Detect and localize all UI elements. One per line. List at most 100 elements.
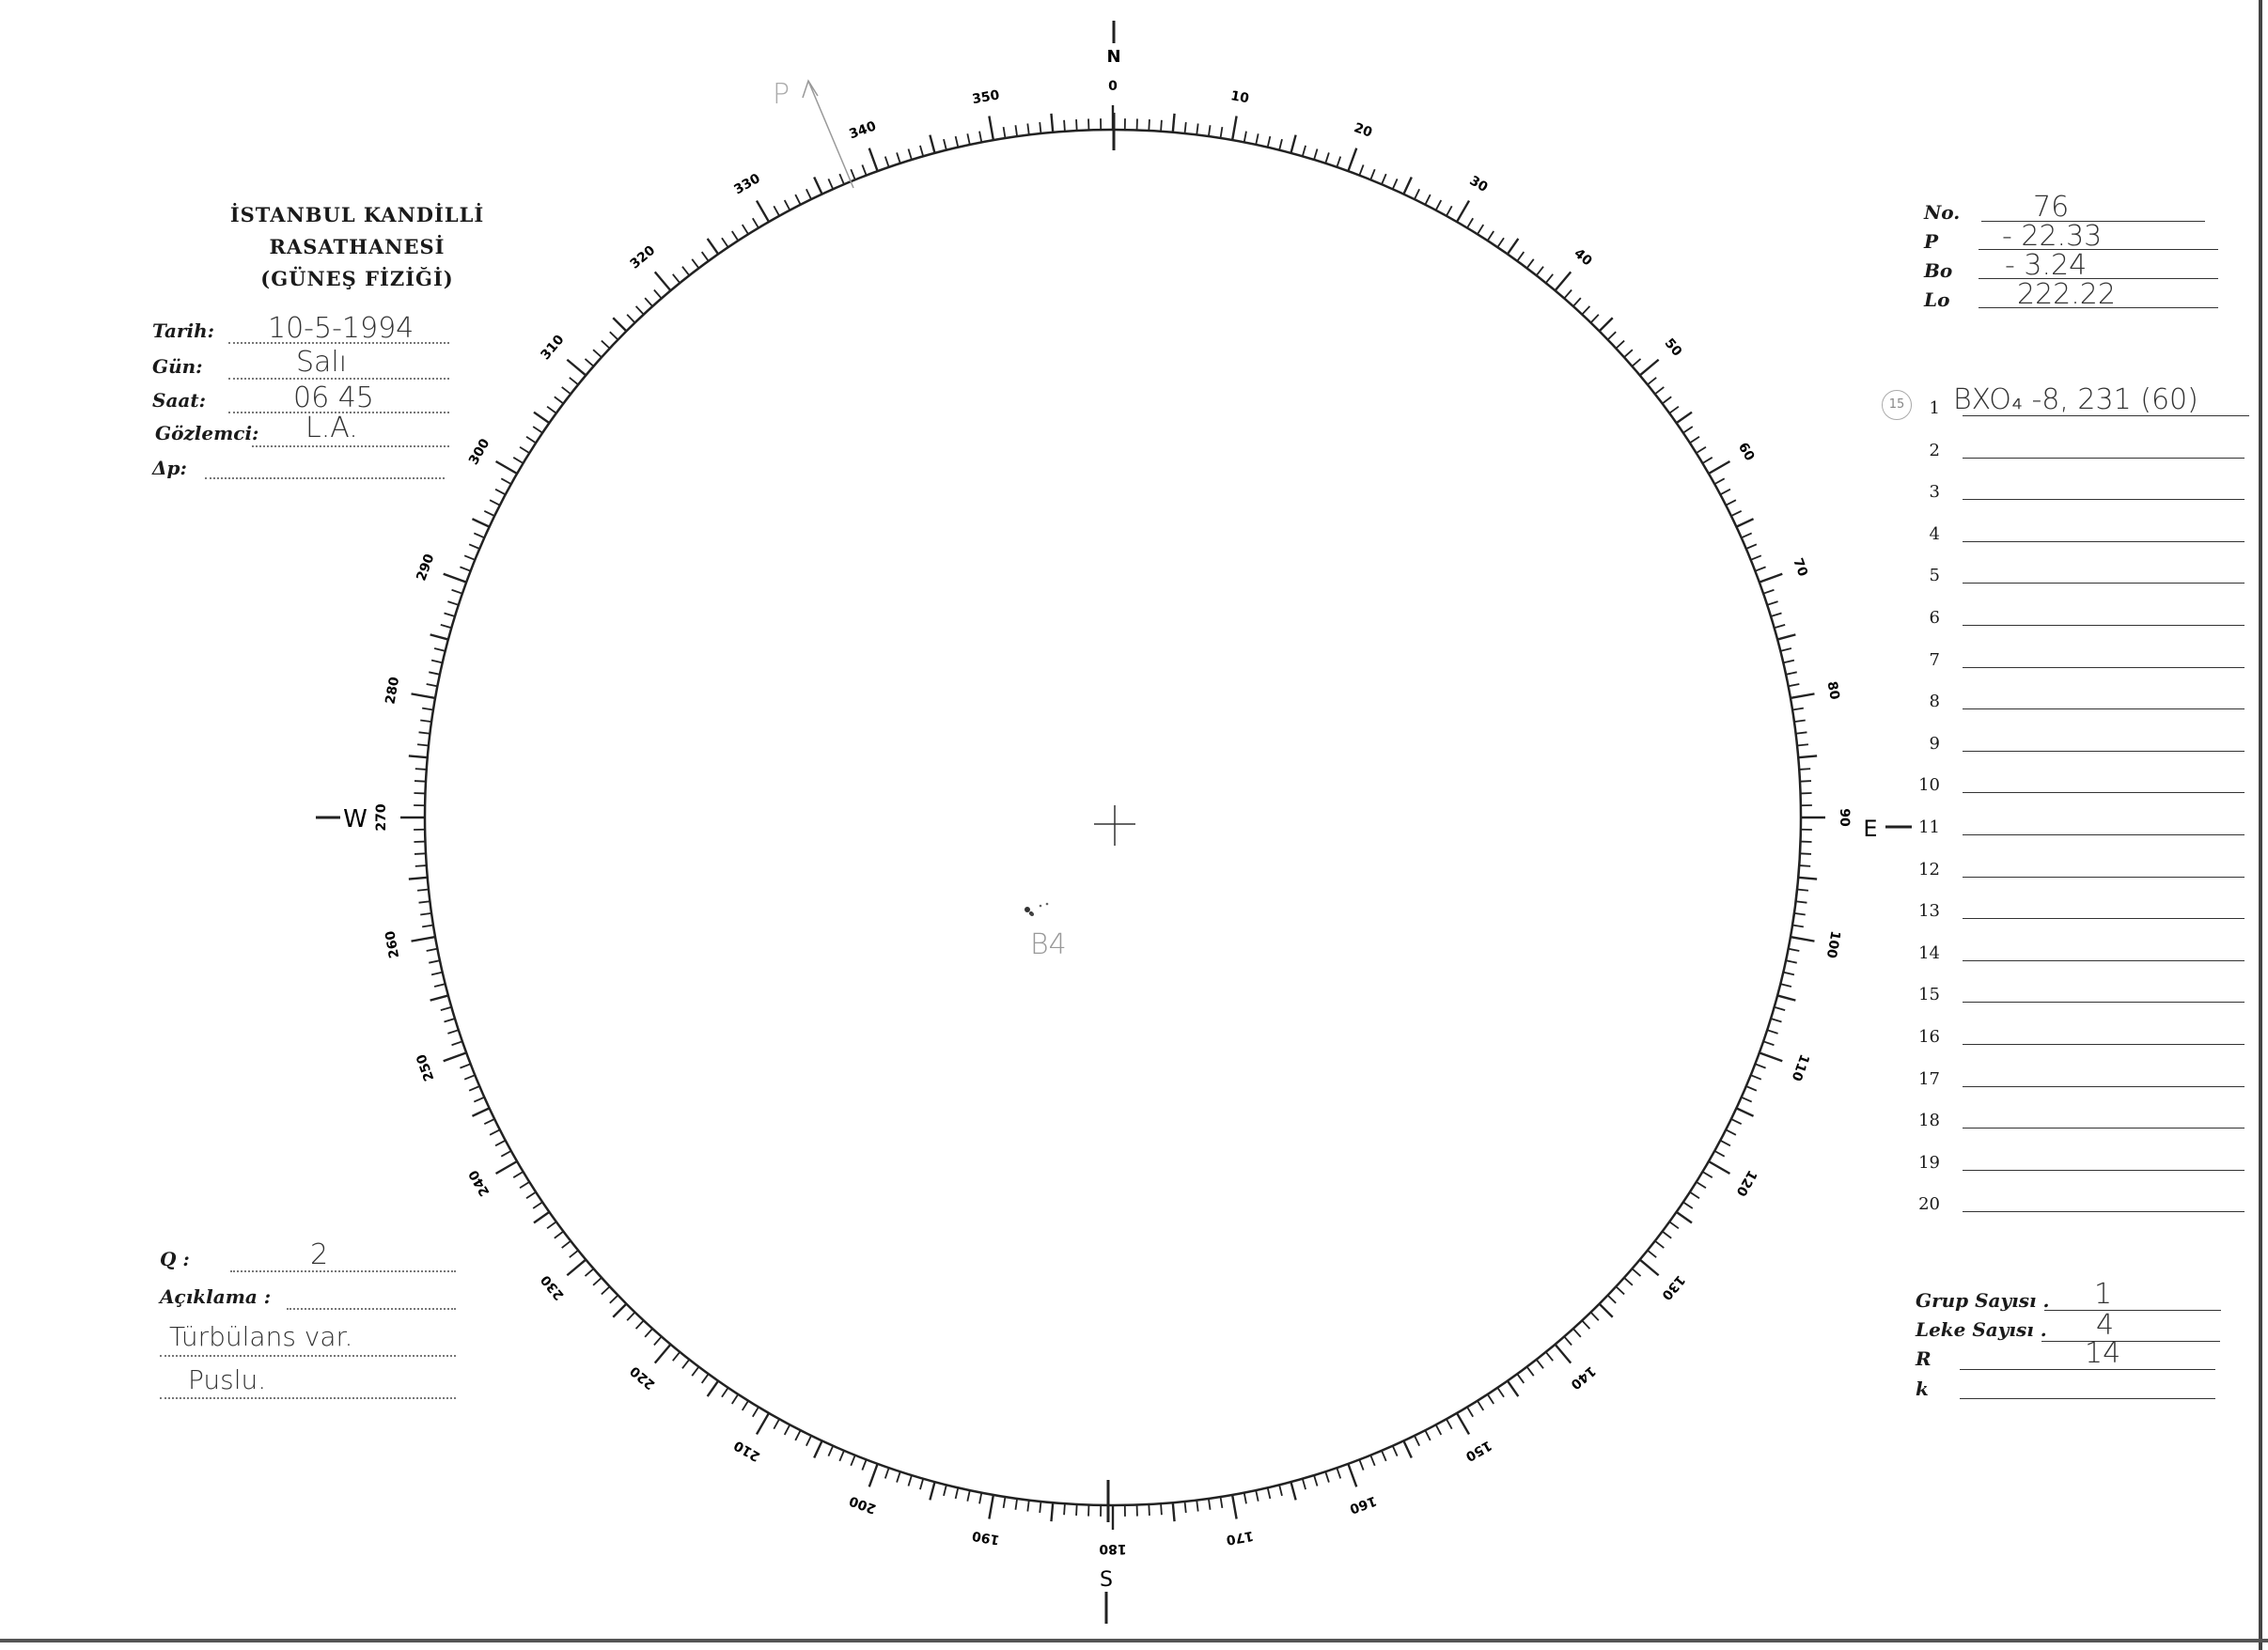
- scale-tick: [653, 271, 672, 292]
- scale-tick: [420, 719, 432, 724]
- group-row-line[interactable]: [1963, 959, 2245, 961]
- scale-tick: [755, 199, 771, 223]
- scale-tick: [773, 1418, 780, 1430]
- scale-tick: [1075, 118, 1078, 132]
- grup-sayisi-value[interactable]: 1: [2094, 1278, 2113, 1311]
- scale-tick: [460, 1063, 471, 1069]
- field-value-gun[interactable]: Salı: [296, 346, 348, 379]
- scale-tick: [1381, 173, 1387, 185]
- scale-tick: [813, 176, 823, 195]
- scale-tick: [634, 305, 645, 316]
- group-row-line[interactable]: [1963, 708, 2245, 710]
- scale-tick: [1615, 1285, 1625, 1296]
- scale-tick: [1766, 1029, 1778, 1035]
- group-row-line[interactable]: [1963, 1044, 2245, 1045]
- group-row-line[interactable]: [1963, 540, 2245, 542]
- note-text-1[interactable]: Türbülans var.: [169, 1321, 353, 1352]
- scale-tick: [1589, 314, 1600, 324]
- group-row-line[interactable]: [1963, 834, 2245, 835]
- scale-tick: [1554, 271, 1572, 292]
- scale-tick: [1662, 396, 1672, 405]
- scale-tick: [1243, 1492, 1247, 1504]
- scale-tick: [1774, 624, 1786, 630]
- group-row-line[interactable]: [1963, 1002, 2245, 1004]
- scale-tick: [1589, 1311, 1600, 1321]
- scale-tick: [884, 156, 890, 168]
- scale-tick: [584, 358, 595, 367]
- field-value-gozlemci[interactable]: L.A.: [305, 412, 358, 444]
- scale-tick: [838, 173, 845, 185]
- scale-tick: [447, 600, 460, 606]
- q-value[interactable]: 2: [310, 1238, 329, 1271]
- scale-tick: [1755, 1063, 1766, 1069]
- scale-label: 200: [847, 1492, 878, 1516]
- scale-tick: [813, 1440, 823, 1459]
- scale-tick: [1623, 349, 1634, 358]
- north-letter: N: [1106, 47, 1120, 67]
- field-value-p[interactable]: - 22.33: [2002, 220, 2103, 253]
- scale-tick: [1776, 633, 1796, 641]
- group-row-line[interactable]: [1963, 1085, 2245, 1087]
- field-value-tarih[interactable]: 10-5-1994: [268, 312, 414, 345]
- scale-tick: [1014, 125, 1019, 137]
- scale-tick: [1745, 1085, 1758, 1092]
- group-row-number: 1: [1929, 398, 1940, 418]
- scale-tick: [1735, 1107, 1755, 1117]
- group-row-1-entry[interactable]: BXO₄ -8, 231 (60): [1953, 383, 2198, 416]
- group-row-line[interactable]: [1963, 415, 2249, 416]
- p-axis-arrowhead: [802, 79, 819, 99]
- group-row-line[interactable]: [1963, 625, 2245, 626]
- field-value-saat[interactable]: 06 45: [293, 381, 374, 414]
- scale-label: 160: [1347, 1493, 1378, 1517]
- group-row-line[interactable]: [1963, 918, 2245, 920]
- q-label: Q :: [160, 1248, 190, 1270]
- scale-tick: [1324, 1471, 1330, 1483]
- scale-tick: [1615, 339, 1625, 350]
- group-row-line[interactable]: [1963, 1128, 2245, 1129]
- scale-tick: [1708, 1160, 1731, 1175]
- field-label-tarih: Tarih:: [152, 319, 214, 342]
- scale-tick: [850, 168, 856, 180]
- r-value[interactable]: 14: [2085, 1337, 2121, 1370]
- scale-tick: [868, 148, 879, 172]
- scale-label: 20: [1352, 120, 1374, 141]
- note-text-2[interactable]: Puslu.: [188, 1364, 267, 1395]
- field-value-bo[interactable]: - 3.24: [2005, 249, 2088, 282]
- scale-tick: [783, 1424, 791, 1436]
- field-value-no[interactable]: 76: [2033, 191, 2070, 224]
- group-row-line[interactable]: [1963, 457, 2245, 459]
- group-row-line[interactable]: [1963, 499, 2245, 501]
- group-row-number: 18: [1918, 1111, 1940, 1131]
- group-row-number: 19: [1918, 1152, 1940, 1173]
- scale-label: 330: [731, 171, 763, 198]
- group-row-line[interactable]: [1963, 666, 2245, 668]
- scale-tick: [741, 1400, 749, 1411]
- leke-sayisi-value[interactable]: 4: [2096, 1309, 2115, 1342]
- group-row-line[interactable]: [1963, 750, 2245, 752]
- scale-tick: [468, 543, 480, 550]
- scale-tick: [861, 164, 868, 176]
- scale-tick: [1766, 600, 1778, 606]
- scale-tick: [440, 1005, 452, 1011]
- scale-label: 320: [628, 242, 659, 272]
- scale-label: 340: [847, 118, 878, 142]
- group-row-line[interactable]: [1963, 1169, 2245, 1171]
- group-row-line[interactable]: [1963, 792, 2245, 794]
- group-row-line[interactable]: [1963, 1211, 2245, 1213]
- scale-tick: [731, 230, 740, 241]
- scale-tick: [1477, 224, 1485, 235]
- scale-tick: [1783, 971, 1795, 976]
- field-value-lo[interactable]: 222.22: [2017, 278, 2116, 311]
- field-line-no: [1981, 221, 2205, 222]
- scale-tick: [653, 1343, 672, 1364]
- scale-tick: [1148, 1503, 1150, 1517]
- scale-tick: [850, 1455, 856, 1467]
- group-row-number: 15: [1918, 985, 1940, 1005]
- group-row-line[interactable]: [1963, 876, 2245, 878]
- scale-tick: [1243, 131, 1247, 143]
- scale-tick: [420, 911, 432, 916]
- scale-tick: [1506, 1379, 1520, 1397]
- field-line-gun: [228, 378, 449, 380]
- group-row-line[interactable]: [1963, 583, 2245, 584]
